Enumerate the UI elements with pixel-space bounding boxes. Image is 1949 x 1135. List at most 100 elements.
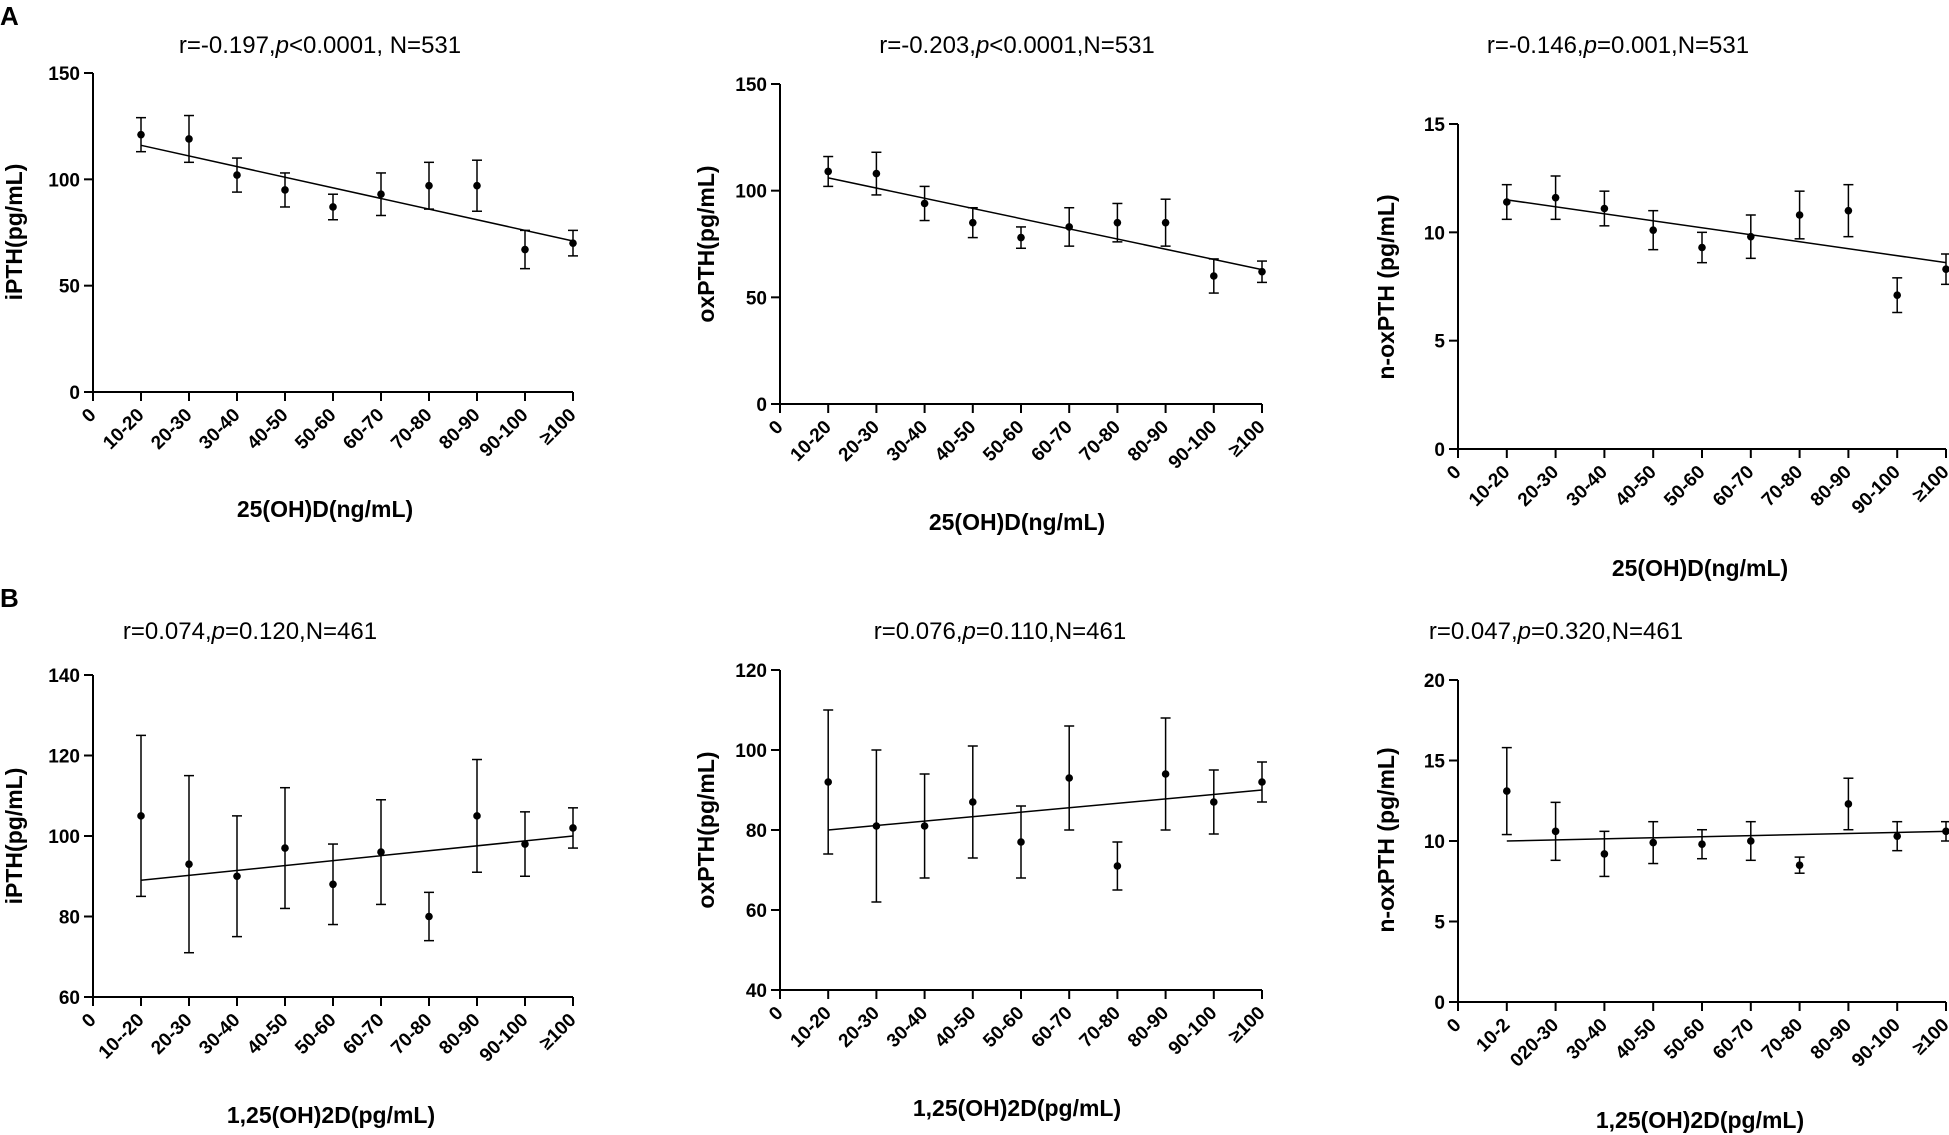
y-tick-label: 80 <box>746 821 767 842</box>
x-tick-label: 20-30 <box>147 405 196 454</box>
x-tick-label: 10-20 <box>787 1003 836 1052</box>
x-tick-label: 60-70 <box>1028 417 1077 466</box>
y-tick-label: 150 <box>735 75 767 96</box>
data-point <box>1649 838 1657 847</box>
y-tick-label: 15 <box>1424 752 1446 773</box>
x-tick-label: 40-50 <box>1612 462 1661 511</box>
data-point <box>137 812 145 820</box>
x-tick-label: 30-40 <box>195 1010 244 1059</box>
data-point <box>1942 827 1949 836</box>
stat-p: p <box>975 32 989 59</box>
y-axis-title: n-oxPTH (pg/mL) <box>1373 747 1399 932</box>
data-point <box>473 181 481 190</box>
y-tick-label: 15 <box>1424 115 1446 136</box>
data-point <box>233 171 241 179</box>
chart-4: 60 80 100 120 140 010--2020-3030-4040-5050-60… <box>1 618 581 1128</box>
x-tick-label: 50-60 <box>979 1003 1028 1052</box>
y-axis-title: n-oxPTH (pg/mL) <box>1373 194 1399 379</box>
y-tick-label: 100 <box>48 170 80 191</box>
y-tick-label: 50 <box>59 277 80 298</box>
data-point <box>1161 218 1170 227</box>
data-point <box>824 778 832 786</box>
y-tick-label: 0 <box>69 383 80 404</box>
stat-r: r=0.074, <box>123 618 212 645</box>
stat-rest: =0.120,N=461 <box>225 618 377 645</box>
data-point <box>425 181 433 190</box>
data-point <box>1551 193 1560 202</box>
chart-5: 40 60 80 100 120 010-2020-3030-4040-5050-6060… <box>693 618 1270 1121</box>
data-point <box>872 822 881 830</box>
panel-label-a: A <box>0 1 19 31</box>
data-point <box>1893 832 1901 840</box>
data-point <box>1258 778 1266 786</box>
x-tick-label: ≥100 <box>536 1010 581 1055</box>
y-tick-label: 5 <box>1434 332 1445 353</box>
data-point <box>377 848 385 856</box>
y-tick-label: 40 <box>746 981 767 1002</box>
x-tick-label: ≥100 <box>536 405 581 450</box>
x-axis-title: 1,25(OH)2D(pg/mL) <box>913 1095 1121 1121</box>
x-tick-label: 60-70 <box>339 405 388 454</box>
data-point <box>1161 770 1170 778</box>
stat-annotation: r=-0.146,p=0.001,N=531 <box>1487 32 1749 59</box>
data-point <box>425 912 433 921</box>
y-axis-title: iPTH(pg/mL) <box>1 164 27 301</box>
regression-line <box>828 177 1263 271</box>
y-tick-label: 50 <box>746 288 767 309</box>
data-point <box>329 203 337 211</box>
panel-label-b: B <box>0 583 19 613</box>
data-point <box>233 872 241 881</box>
regression-line <box>1506 830 1947 842</box>
y-tick-label: 10 <box>1424 223 1445 244</box>
y-tick-label: 120 <box>735 661 767 682</box>
x-tick-label: 10-2 <box>1473 1015 1515 1057</box>
data-point <box>920 822 929 830</box>
x-tick-label: 40-50 <box>931 417 980 466</box>
chart-2: 050100150010-2020-3030-4040-5050-6060-70… <box>693 32 1270 535</box>
data-point <box>1698 840 1706 849</box>
x-tick-label: 40-50 <box>931 1003 980 1052</box>
data-point <box>185 860 193 868</box>
data-point <box>137 130 145 139</box>
x-tick-label: 0 <box>1443 462 1465 484</box>
data-point <box>281 186 289 194</box>
data-point <box>521 840 529 848</box>
data-point <box>473 812 481 820</box>
data-point <box>1503 198 1511 206</box>
stat-r: r=0.047, <box>1429 618 1518 645</box>
x-tick-label: 70-80 <box>1758 1015 1807 1064</box>
data-point <box>1649 226 1657 234</box>
x-tick-label: 70-80 <box>1076 1003 1125 1052</box>
data-point <box>824 167 832 176</box>
data-point <box>1065 223 1073 231</box>
x-tick-label: 20-30 <box>147 1010 196 1059</box>
x-tick-label: 40-50 <box>243 405 292 454</box>
x-tick-label: 10-20 <box>1465 462 1514 511</box>
x-tick-label: 0 <box>78 1010 100 1032</box>
data-point <box>1747 837 1755 845</box>
data-point <box>1113 862 1122 870</box>
x-tick-label: 30-40 <box>1563 1015 1612 1064</box>
chart-1: 050100150010-2020-3030-4040-5050-6060-70… <box>1 32 581 522</box>
x-tick-label: 30-40 <box>195 405 244 454</box>
x-tick-label: 90-100 <box>476 1010 533 1067</box>
data-point <box>521 245 529 254</box>
stat-annotation: r=-0.197,p<0.0001, N=531 <box>179 32 461 59</box>
data-point <box>920 199 929 208</box>
x-tick-label: 60-70 <box>1709 462 1758 511</box>
stat-annotation: r=0.074,p=0.120,N=461 <box>123 618 377 645</box>
x-tick-label: 20-30 <box>835 1003 884 1052</box>
stat-r: r=-0.146, <box>1487 32 1584 59</box>
x-tick-label: 90-100 <box>1848 1015 1905 1072</box>
y-tick-label: 80 <box>59 908 80 929</box>
stat-p: p <box>1583 32 1597 59</box>
y-tick-label: 100 <box>735 182 767 203</box>
x-tick-label: 0 <box>78 405 100 427</box>
x-axis-title: 25(OH)D(ng/mL) <box>929 509 1105 535</box>
data-point <box>1600 850 1609 858</box>
stat-rest: <0.0001, N=531 <box>289 32 461 59</box>
x-tick-label: 10-20 <box>99 405 148 454</box>
